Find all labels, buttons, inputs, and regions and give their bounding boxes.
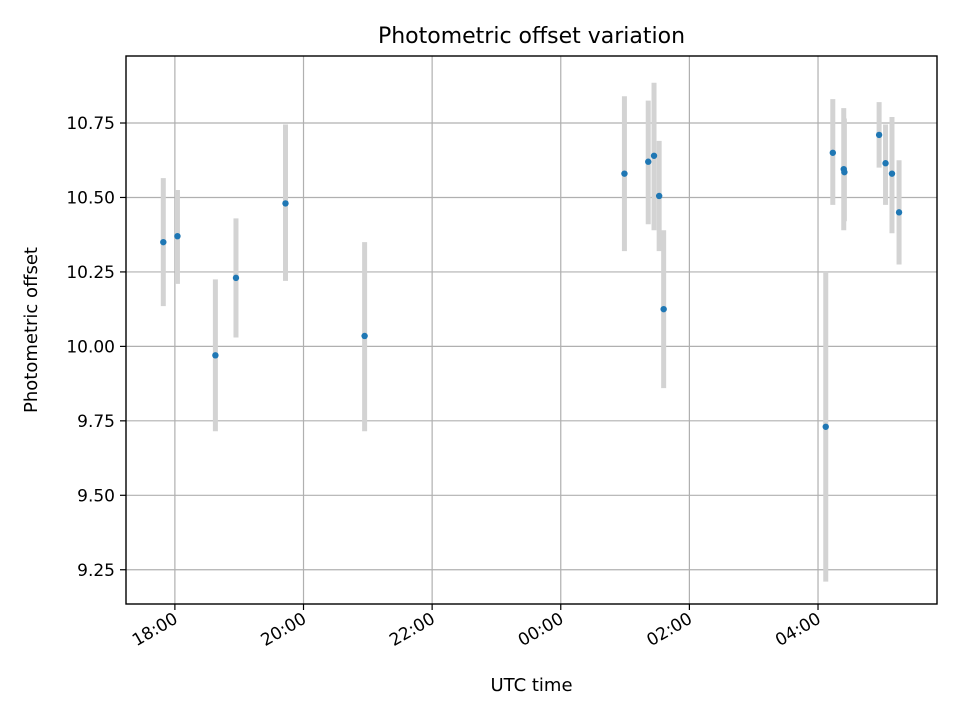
y-tick-label: 10.75 (66, 114, 115, 134)
data-point (841, 168, 848, 176)
x-tick-label: 02:00 (643, 609, 695, 651)
x-tick-label: 18:00 (129, 609, 181, 651)
data-point (895, 209, 903, 216)
x-tick-label: 20:00 (258, 609, 310, 651)
x-tick-label: 00:00 (515, 609, 567, 651)
y-tick-label: 10.50 (66, 188, 115, 208)
data-point (829, 149, 837, 156)
y-tick-label: 9.25 (77, 561, 115, 581)
data-point (160, 238, 167, 246)
data-point (621, 170, 628, 177)
data-point (822, 423, 829, 430)
data-point (232, 274, 240, 282)
data-point (660, 305, 667, 313)
data-point (650, 152, 658, 159)
data-point (655, 192, 663, 200)
grid-layer (126, 56, 937, 604)
data-point (875, 131, 883, 139)
y-tick-label: 10.25 (66, 263, 115, 283)
y-tick-label: 10.00 (66, 337, 115, 357)
y-tick-label: 9.50 (77, 486, 115, 506)
data-point (888, 170, 896, 177)
x-axis-label: UTC time (490, 675, 572, 696)
data-point (212, 352, 219, 359)
y-axis-label: Photometric offset (21, 247, 42, 413)
data-point (282, 200, 289, 207)
data-point (882, 160, 889, 167)
plot-frame (125, 55, 938, 605)
data-point (645, 158, 652, 165)
data-point (361, 332, 368, 340)
chart-title: Photometric offset variation (378, 24, 685, 49)
data-point (174, 232, 181, 240)
x-tick-label: 22:00 (386, 609, 438, 651)
x-tick-label: 04:00 (772, 609, 824, 651)
y-tick-label: 9.75 (77, 412, 115, 432)
point-layer (160, 131, 903, 430)
errorbar-layer (160, 82, 902, 582)
